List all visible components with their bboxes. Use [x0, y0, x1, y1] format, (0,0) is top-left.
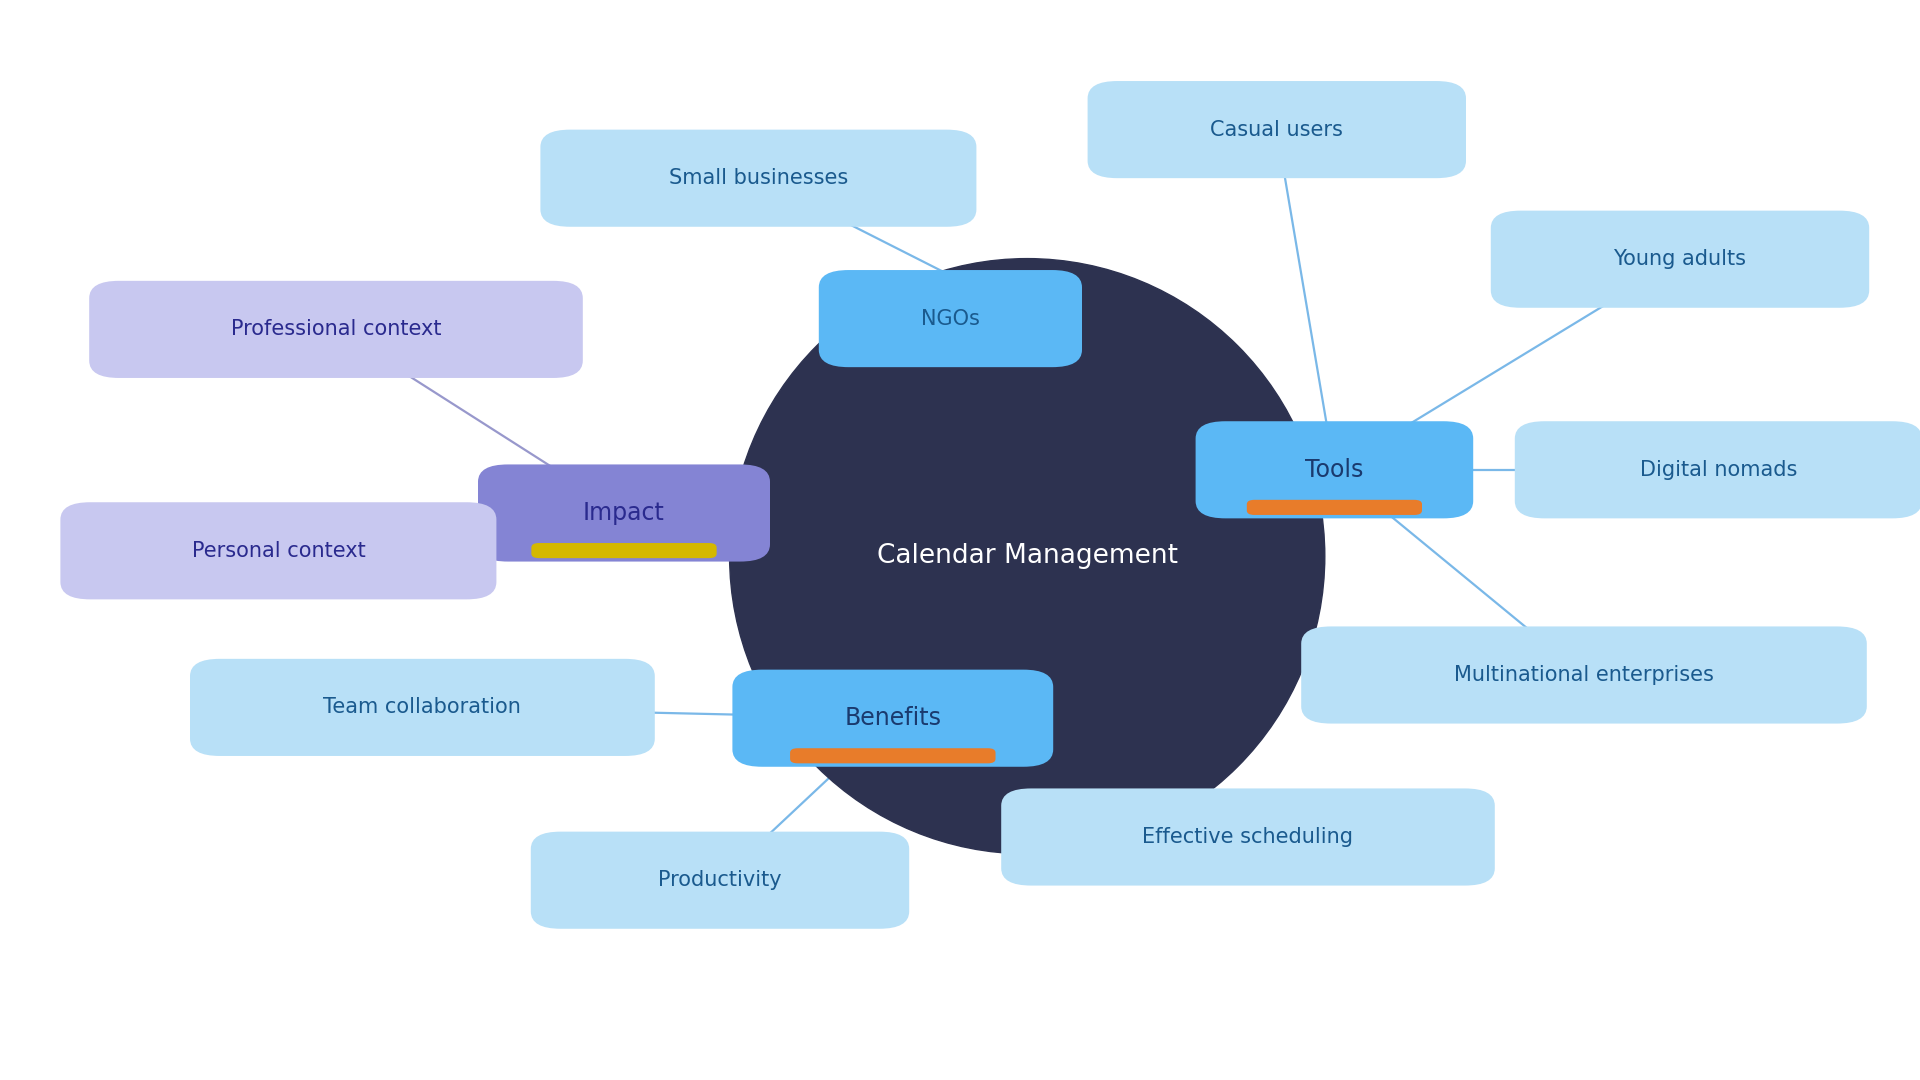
Text: Calendar Management: Calendar Management [877, 543, 1177, 569]
Text: Casual users: Casual users [1210, 120, 1344, 139]
FancyBboxPatch shape [820, 271, 1081, 366]
FancyBboxPatch shape [541, 131, 975, 226]
Text: Benefits: Benefits [845, 706, 941, 730]
FancyBboxPatch shape [1002, 789, 1494, 885]
Text: Digital nomads: Digital nomads [1640, 460, 1797, 480]
FancyBboxPatch shape [532, 543, 716, 558]
Text: Professional context: Professional context [230, 320, 442, 339]
Text: Effective scheduling: Effective scheduling [1142, 827, 1354, 847]
Text: Personal context: Personal context [192, 541, 365, 561]
Text: Multinational enterprises: Multinational enterprises [1453, 665, 1715, 685]
FancyBboxPatch shape [791, 748, 996, 764]
FancyBboxPatch shape [1089, 82, 1465, 177]
Text: Small businesses: Small businesses [668, 168, 849, 188]
FancyBboxPatch shape [1196, 422, 1473, 517]
FancyBboxPatch shape [733, 671, 1052, 766]
Text: Impact: Impact [584, 501, 664, 525]
FancyBboxPatch shape [532, 833, 908, 928]
FancyBboxPatch shape [90, 282, 582, 377]
Text: NGOs: NGOs [922, 309, 979, 328]
Text: Productivity: Productivity [659, 870, 781, 890]
FancyBboxPatch shape [192, 660, 653, 755]
Text: Team collaboration: Team collaboration [323, 698, 522, 717]
FancyBboxPatch shape [1517, 422, 1920, 517]
FancyBboxPatch shape [61, 503, 495, 598]
Ellipse shape [730, 258, 1325, 854]
FancyBboxPatch shape [1492, 212, 1868, 307]
Text: Tools: Tools [1306, 458, 1363, 482]
FancyBboxPatch shape [1246, 500, 1423, 515]
FancyBboxPatch shape [1302, 627, 1866, 723]
FancyBboxPatch shape [480, 465, 768, 561]
Text: Young adults: Young adults [1613, 249, 1747, 269]
